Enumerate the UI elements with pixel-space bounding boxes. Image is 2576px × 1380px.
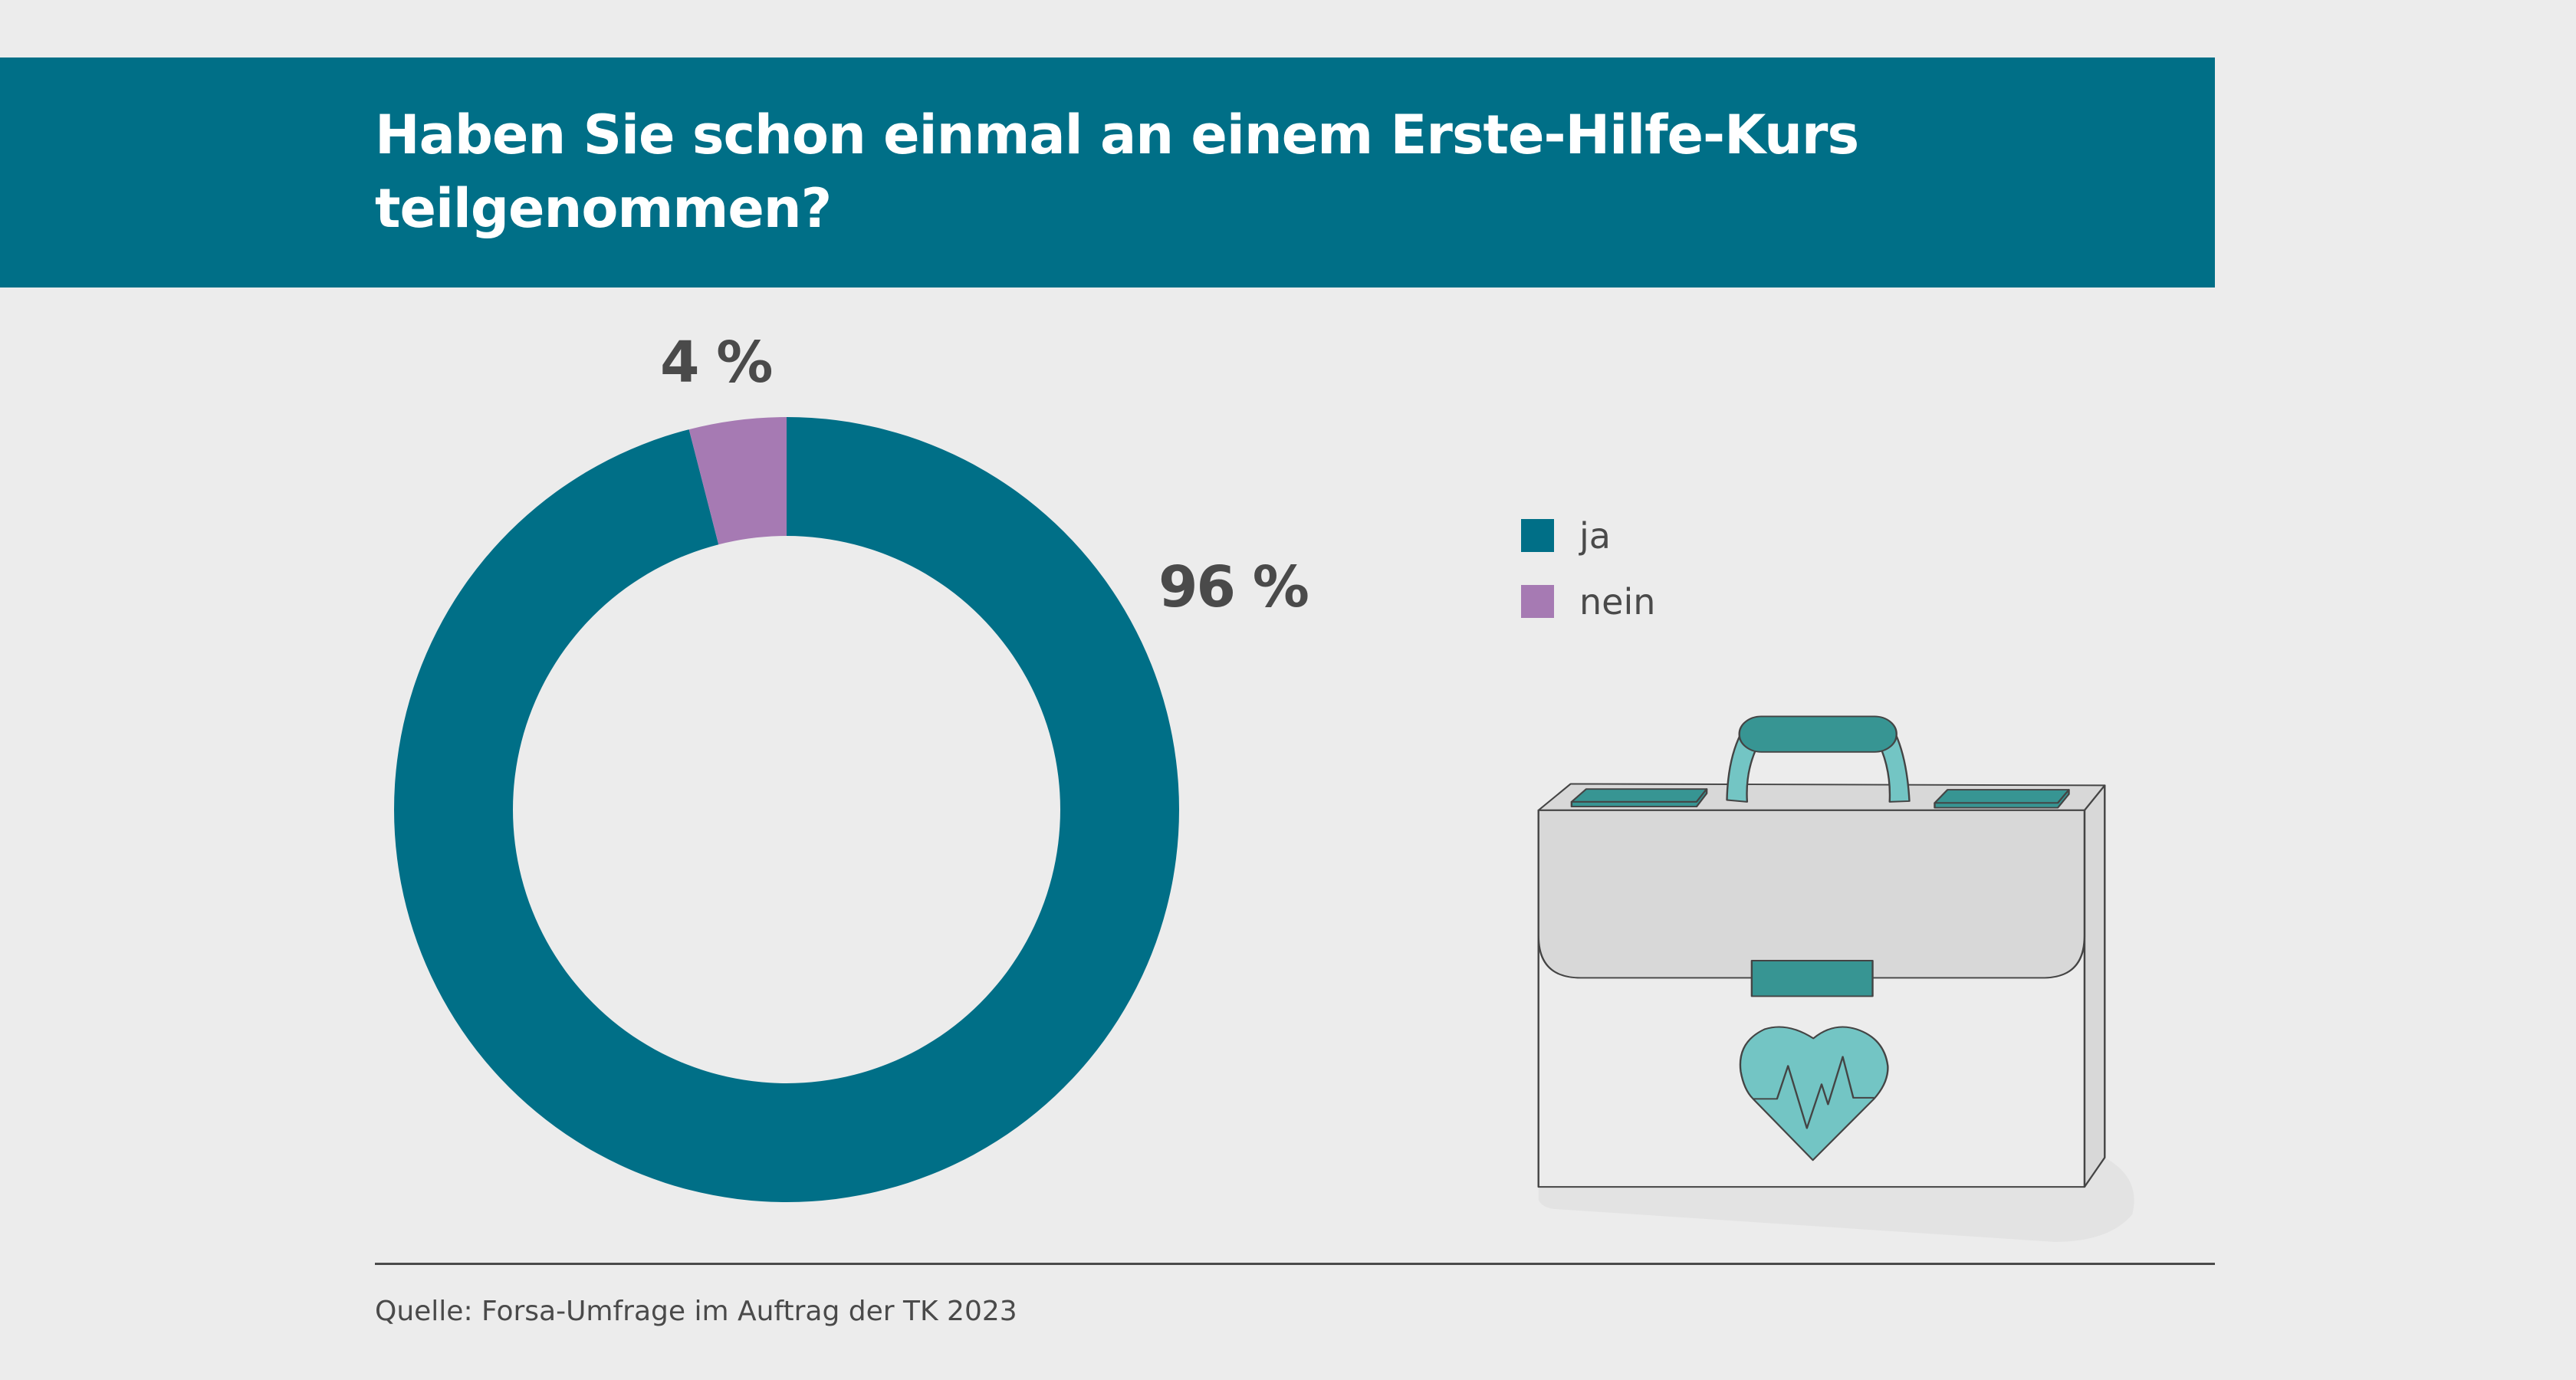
legend-swatch-nein [1521, 585, 1554, 618]
case-flap [1537, 809, 2086, 979]
donut-slice-ja [394, 417, 1180, 1202]
case-handle [1738, 715, 1898, 753]
donut-slice-nein [688, 417, 787, 545]
case-clasp [1750, 960, 1874, 997]
legend-item-nein: nein [1521, 581, 1655, 623]
legend-label-nein: nein [1579, 580, 1656, 623]
first-aid-briefcase-icon [1537, 715, 2134, 1242]
heart-icon [1739, 1026, 1889, 1162]
legend-item-ja: ja [1521, 515, 1611, 557]
heartbeat-line-icon [1753, 1056, 1875, 1129]
data-label-nein: 4 % [660, 330, 773, 396]
case-side [2083, 784, 2106, 1188]
page-title: Haben Sie schon einmal an einem Erste-Hi… [375, 104, 1859, 240]
footer-divider [375, 1263, 2215, 1265]
source-note: Quelle: Forsa-Umfrage im Auftrag der TK … [375, 1296, 1017, 1327]
title-banner [0, 58, 2215, 288]
legend-swatch-ja [1521, 519, 1554, 552]
legend-label-ja: ja [1579, 514, 1611, 557]
data-label-ja: 96 % [1158, 554, 1309, 620]
